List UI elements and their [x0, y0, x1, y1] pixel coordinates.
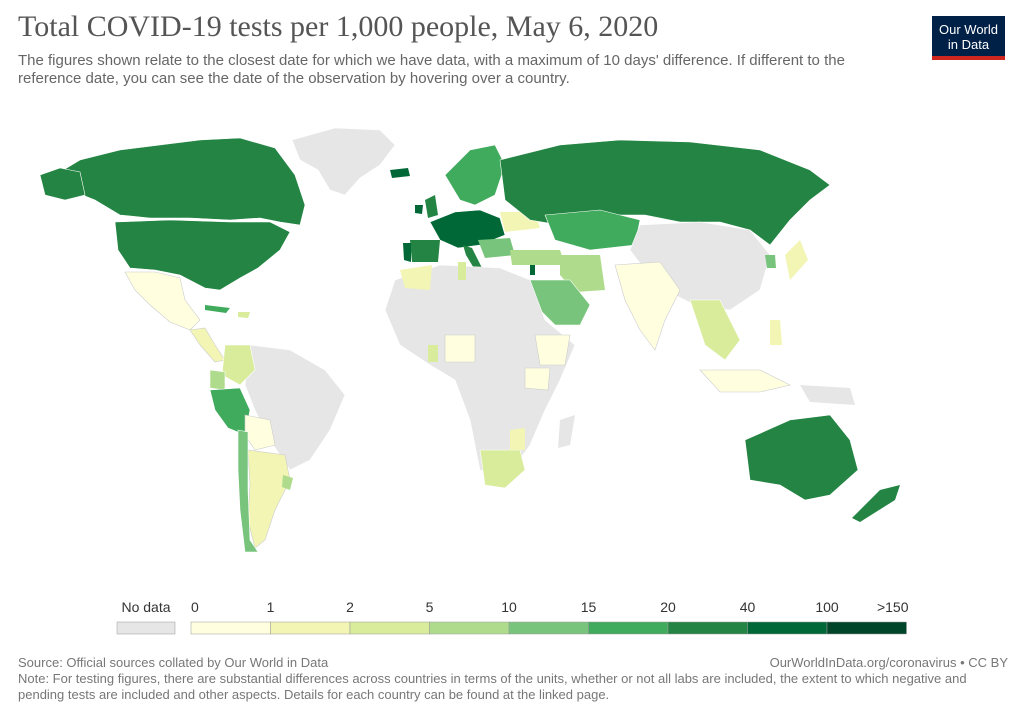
legend-swatch[interactable]: [588, 621, 669, 635]
legend-swatch[interactable]: [826, 621, 907, 635]
legend-swatch[interactable]: [508, 621, 589, 635]
country-morocco[interactable]: [400, 265, 432, 290]
coronavirus-link[interactable]: OurWorldInData.org/coronavirus • CC BY: [769, 655, 1008, 670]
country-kazakhstan[interactable]: [544, 209, 641, 251]
country-colombia[interactable]: [221, 344, 256, 386]
country-greenland[interactable]: [291, 127, 396, 196]
country-tunisia[interactable]: [458, 262, 466, 280]
owid-logo[interactable]: Our World in Data: [932, 16, 1005, 60]
note-text: Note: For testing figures, there are sub…: [18, 671, 967, 702]
country-southeast-asia[interactable]: [689, 299, 741, 361]
legend-tick-label: >150: [877, 599, 909, 615]
legend-swatch[interactable]: [190, 621, 271, 635]
country-portugal[interactable]: [403, 243, 411, 262]
legend-swatch[interactable]: [667, 621, 748, 635]
legend-tick-label: 10: [501, 599, 517, 615]
legend-tick-label: 2: [346, 599, 354, 615]
legend-tick-label: 1: [267, 599, 275, 615]
legend-tick-label: 0: [191, 599, 199, 615]
country-ecuador[interactable]: [209, 369, 226, 391]
country-turkey[interactable]: [510, 250, 565, 265]
country-madagascar[interactable]: [558, 415, 575, 448]
country-ireland[interactable]: [415, 205, 423, 214]
country-india[interactable]: [614, 261, 681, 351]
country-israel[interactable]: [530, 265, 535, 275]
footer: Source: Official sources collated by Our…: [18, 655, 1008, 703]
country-peru[interactable]: [209, 387, 251, 436]
country-philippines[interactable]: [770, 320, 782, 345]
country-kenya[interactable]: [524, 367, 551, 391]
legend-swatch[interactable]: [747, 621, 828, 635]
chart-subtitle: The figures shown relate to the closest …: [18, 52, 845, 87]
legend-no-data-label: No data: [121, 599, 170, 615]
country-dominican-republic[interactable]: [238, 312, 250, 318]
country-papua[interactable]: [800, 385, 855, 405]
legend-tick-label: 5: [426, 599, 434, 615]
country-ghana[interactable]: [428, 345, 438, 362]
country-iceland[interactable]: [390, 168, 410, 178]
chart-title: Total COVID-19 tests per 1,000 people, M…: [18, 10, 659, 43]
country-japan[interactable]: [785, 240, 808, 280]
legend-tick-label: 100: [815, 599, 839, 615]
country-argentina[interactable]: [247, 449, 291, 549]
country-spain[interactable]: [410, 240, 440, 262]
legend-no-data-swatch[interactable]: [116, 621, 176, 635]
legend-tick-label: 20: [660, 599, 676, 615]
country-indonesia[interactable]: [699, 369, 791, 393]
country-chile[interactable]: [237, 429, 259, 553]
country-cuba[interactable]: [205, 305, 230, 313]
legend-tick-label: 40: [740, 599, 756, 615]
country-south-africa[interactable]: [479, 449, 526, 489]
country-brazil[interactable]: [244, 344, 346, 471]
country-norway-sweden-finland[interactable]: [444, 144, 506, 206]
country-mozambique[interactable]: [510, 428, 525, 450]
country-italy[interactable]: [463, 245, 482, 270]
legend-swatch[interactable]: [270, 621, 351, 635]
country-south-korea[interactable]: [765, 255, 776, 268]
legend-tick-label: 15: [581, 599, 597, 615]
country-mexico[interactable]: [124, 271, 201, 331]
country-africa[interactable]: [384, 264, 576, 481]
country-canada[interactable]: [54, 137, 306, 226]
country-nigeria[interactable]: [444, 334, 476, 363]
country-uk[interactable]: [425, 195, 438, 218]
source-text: Source: Official sources collated by Our…: [18, 655, 329, 670]
world-map: [39, 127, 900, 553]
legend-swatch[interactable]: [349, 621, 430, 635]
country-usa[interactable]: [114, 219, 291, 291]
legend-swatch[interactable]: [429, 621, 510, 635]
country-australia[interactable]: [744, 414, 859, 501]
country-uruguay[interactable]: [282, 475, 293, 490]
country-ethiopia[interactable]: [534, 334, 571, 366]
logo-line2: in Data: [947, 37, 990, 52]
logo-line1: Our World: [939, 22, 998, 37]
country-balkans[interactable]: [478, 238, 515, 258]
country-central-america[interactable]: [189, 327, 226, 363]
country-western-europe[interactable]: [429, 209, 506, 249]
country-new-zealand[interactable]: [852, 485, 900, 522]
country-alaska[interactable]: [39, 167, 86, 201]
